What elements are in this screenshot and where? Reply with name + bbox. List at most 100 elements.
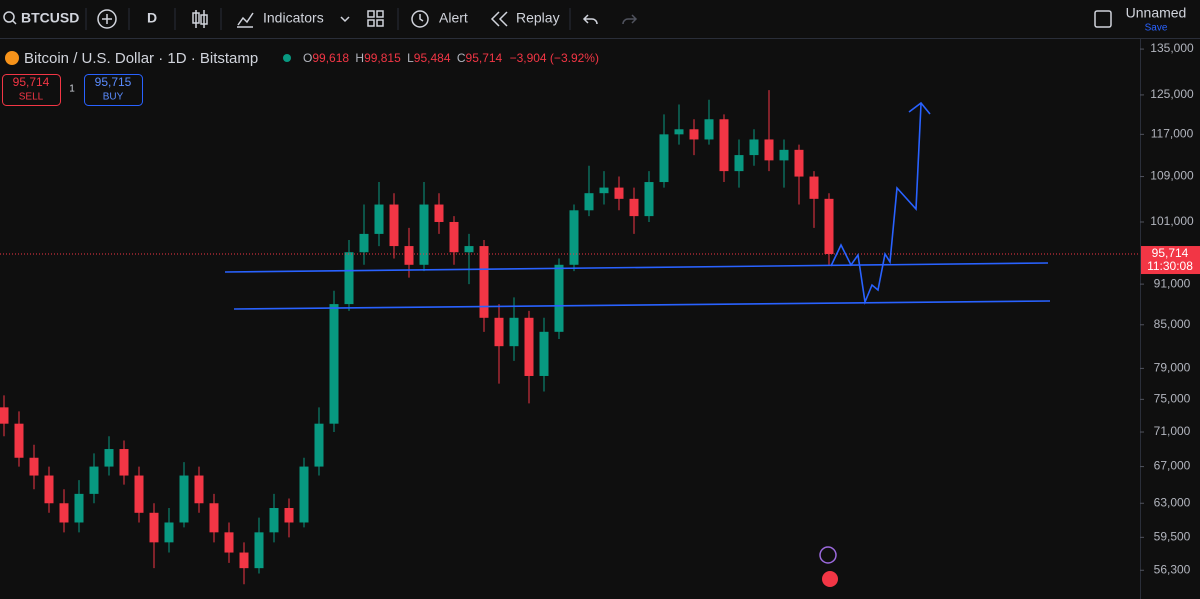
candle-body [194,475,204,504]
candle-body [779,149,789,161]
candle-body [524,317,534,376]
indicators-icon [237,12,254,28]
change: −3,904 (−3.92%) [510,51,599,65]
candle-body [719,119,729,172]
redo-button[interactable] [622,14,638,25]
candle-body [44,475,54,504]
y-tick-label: 117,000 [1151,127,1194,141]
candle-body [209,503,219,533]
candle-body [809,176,819,199]
search-icon [11,19,17,25]
toolbar: BTCUSD D Indicators Alert Replay Unnamed… [0,0,1200,39]
candle-body [674,129,684,135]
candle-body [149,512,159,543]
chart-type-button[interactable] [192,10,208,28]
candle-body [659,134,669,183]
label: H [355,51,364,65]
bitcoin-logo [5,51,19,65]
candle-body [254,532,264,569]
candle-body [734,155,744,172]
candle-body [164,522,174,543]
candle-body [554,264,564,332]
replay-button[interactable]: Replay [490,10,560,27]
y-tick-label: 109,000 [1150,169,1194,183]
grid-icon [367,10,375,18]
candle-body [434,204,444,222]
candle-body [824,198,834,255]
candle-body [59,503,69,523]
plus-icon [97,9,117,29]
candle-body [329,304,339,424]
value: 95,484 [414,51,451,65]
buy-price[interactable]: 95,715 [95,75,132,89]
candle-body [749,139,759,156]
event-icon[interactable] [822,571,838,587]
layout-name[interactable]: Unnamed [1126,5,1187,21]
event-icon[interactable] [819,546,837,564]
sell-price[interactable]: 95,714 [13,75,50,89]
candle-body [404,246,414,265]
interval[interactable]: D [147,10,157,26]
candle-body [269,508,279,533]
sell-button[interactable]: 95,714 SELL [2,74,61,106]
candle-body [14,423,24,458]
y-tick-label: 56,300 [1154,562,1191,576]
buy-box[interactable] [84,74,143,106]
alert-button[interactable]: Alert [411,10,468,28]
buy-label[interactable]: BUY [103,92,124,103]
candle-body [764,139,774,161]
candle-body [419,204,429,265]
symbol[interactable]: BTCUSD [21,10,79,26]
layout-checkbox[interactable] [1094,10,1112,28]
candle-body [614,187,624,199]
compare-button[interactable] [97,9,117,29]
y-tick-label: 79,000 [1154,361,1191,375]
sell-box[interactable] [2,74,61,106]
candle-body [389,204,399,247]
templates-button[interactable] [367,10,384,27]
plus-icon [102,14,112,24]
replay-icon [490,11,508,27]
candle-body [29,457,39,476]
candle-body [134,475,144,513]
value: 95,714 [466,51,503,65]
candle-body [689,129,699,140]
y-tick-label: 85,000 [1154,317,1191,331]
legend: Bitcoin / U.S. Dollar · 1D · Bitstamp O9… [2,50,599,106]
label: O [303,51,312,65]
grid-icon [367,19,375,27]
buy-button[interactable]: 95,715 BUY [84,74,143,106]
y-tick-label: 75,000 [1154,392,1191,406]
save-button[interactable]: Save [1145,23,1168,34]
sell-label[interactable]: SELL [19,92,44,103]
y-tick-label: 71,000 [1154,424,1191,438]
indicators-label[interactable]: Indicators [263,10,324,26]
candle-body [0,407,9,424]
indicators-button[interactable]: Indicators [237,10,350,28]
candle-body [449,221,459,253]
candle-body [509,317,519,347]
label: L [407,51,414,65]
candle-body [629,198,639,217]
alert-label[interactable]: Alert [439,10,468,26]
candle-body [359,233,369,253]
candle-body [794,149,804,177]
quantity: 1 [69,84,75,95]
alert-icon [419,14,424,22]
trend-line [233,300,1051,310]
candle-body [539,331,549,376]
legend-ohlc: O99,618 H99,815 L95,484 C95,714 −3,904 (… [303,51,599,65]
undo-button[interactable] [582,14,598,25]
drawings [224,101,1051,310]
candle-body [374,204,384,234]
replay-label[interactable]: Replay [516,10,560,26]
symbol-search[interactable]: BTCUSD [3,10,79,26]
candle-body [179,475,189,523]
candle-body [599,187,609,194]
candle-body [584,193,594,211]
y-tick-label: 63,000 [1154,495,1191,509]
candle-body [299,466,309,523]
candle-body [569,210,579,265]
price-tag-label: 95,714 [1152,246,1189,260]
candle-body [284,508,294,523]
